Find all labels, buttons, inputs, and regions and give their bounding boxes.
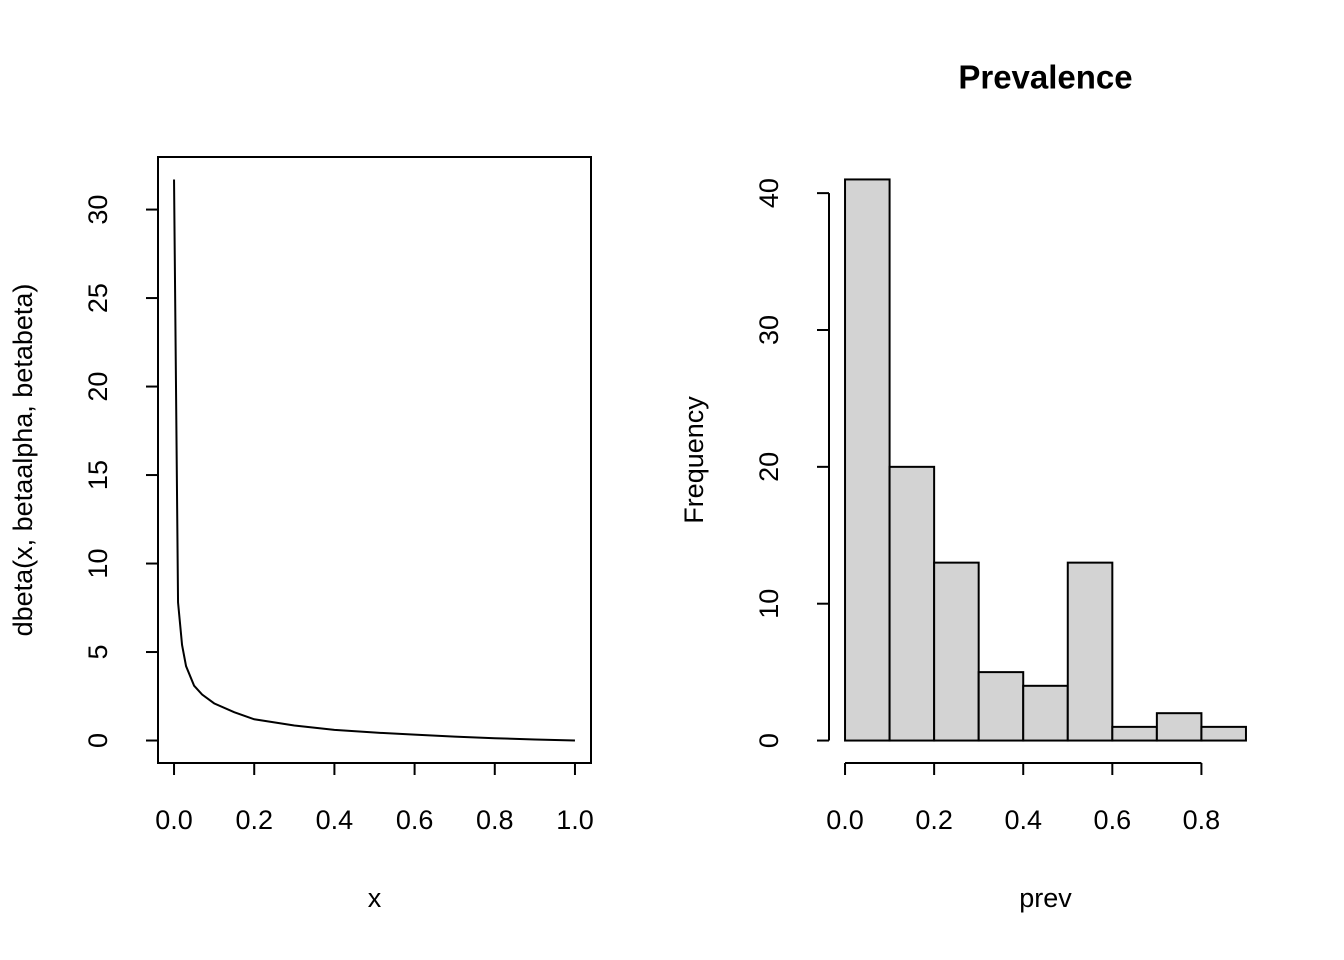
y-tick-label: 30 bbox=[83, 195, 113, 225]
y-axis-label: Frequency bbox=[679, 396, 709, 524]
x-tick-label: 0.4 bbox=[316, 805, 354, 835]
x-tick-label: 0.2 bbox=[235, 805, 273, 835]
x-tick-label: 0.2 bbox=[915, 805, 953, 835]
histogram-bar bbox=[1111, 725, 1158, 742]
density-line bbox=[173, 179, 575, 742]
histogram-bar bbox=[888, 465, 936, 742]
histogram-bar bbox=[844, 178, 891, 742]
y-tick-label: 20 bbox=[83, 372, 113, 402]
histogram-bar bbox=[1155, 712, 1203, 742]
y-tick-label: 40 bbox=[754, 178, 784, 208]
histogram-bar bbox=[1022, 684, 1069, 742]
y-tick-label: 5 bbox=[83, 645, 113, 660]
y-tick-label: 10 bbox=[754, 589, 784, 619]
y-tick-label: 10 bbox=[83, 549, 113, 579]
plot-box bbox=[157, 156, 592, 764]
y-tick-label: 0 bbox=[83, 733, 113, 748]
x-axis-label: prev bbox=[1019, 883, 1072, 913]
y-axis-label: dbeta(x, betaalpha, betabeta) bbox=[8, 284, 38, 637]
x-tick-label: 0.0 bbox=[155, 805, 193, 835]
y-tick-label: 0 bbox=[754, 733, 784, 748]
y-tick-label: 25 bbox=[83, 283, 113, 313]
chart-title: Prevalence bbox=[958, 59, 1132, 96]
histogram-bar bbox=[977, 671, 1025, 742]
x-tick-label: 0.4 bbox=[1004, 805, 1042, 835]
x-tick-label: 1.0 bbox=[556, 805, 594, 835]
x-tick-label: 0.8 bbox=[476, 805, 514, 835]
histogram-bar bbox=[1200, 725, 1247, 742]
y-tick-label: 30 bbox=[754, 315, 784, 345]
y-tick-label: 15 bbox=[83, 460, 113, 490]
histogram-bar bbox=[1066, 561, 1114, 742]
x-tick-label: 0.6 bbox=[1094, 805, 1132, 835]
x-axis-label: x bbox=[368, 883, 382, 913]
x-tick-label: 0.0 bbox=[826, 805, 864, 835]
y-tick-label: 20 bbox=[754, 452, 784, 482]
x-tick-label: 0.6 bbox=[396, 805, 434, 835]
x-tick-label: 0.8 bbox=[1183, 805, 1221, 835]
histogram-bar bbox=[933, 561, 980, 742]
